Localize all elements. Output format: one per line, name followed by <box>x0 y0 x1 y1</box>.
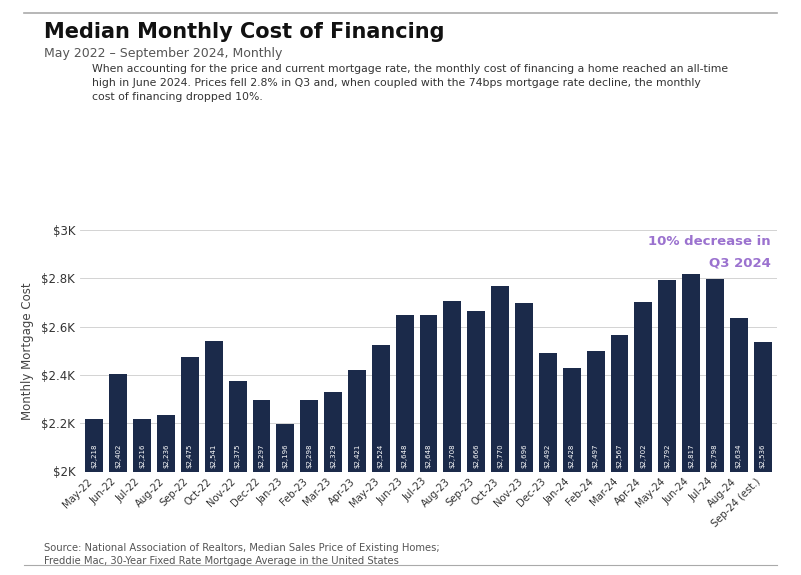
Bar <box>252 400 271 575</box>
Text: $2,817: $2,817 <box>688 443 694 468</box>
Text: 10% decrease in: 10% decrease in <box>648 235 771 248</box>
Bar <box>372 345 390 575</box>
Bar <box>730 319 748 575</box>
Bar <box>634 302 652 575</box>
Text: $2,329: $2,329 <box>330 443 336 468</box>
Bar <box>444 301 461 575</box>
Text: $2,236: $2,236 <box>163 443 169 468</box>
Bar <box>157 415 175 575</box>
Text: $2,375: $2,375 <box>235 443 240 468</box>
Text: $2,648: $2,648 <box>401 443 408 468</box>
Bar <box>205 341 223 575</box>
Bar <box>491 286 509 575</box>
Text: $2,770: $2,770 <box>497 443 503 468</box>
Text: $2,298: $2,298 <box>306 443 312 468</box>
Text: $2,297: $2,297 <box>259 443 264 468</box>
Bar <box>658 280 676 575</box>
Text: May 2022 – September 2024, Monthly: May 2022 – September 2024, Monthly <box>44 47 283 60</box>
Text: Source: National Association of Realtors, Median Sales Price of Existing Homes;: Source: National Association of Realtors… <box>44 543 440 553</box>
Text: $2,567: $2,567 <box>617 443 622 468</box>
Bar <box>539 352 557 575</box>
Text: $2,421: $2,421 <box>354 443 360 468</box>
Text: $2,708: $2,708 <box>449 443 456 468</box>
Bar <box>515 304 533 575</box>
Y-axis label: Monthly Mortgage Cost: Monthly Mortgage Cost <box>22 282 34 420</box>
Bar <box>467 310 485 575</box>
Text: $2,792: $2,792 <box>664 443 670 468</box>
Text: $2,497: $2,497 <box>593 443 598 468</box>
Text: $2,541: $2,541 <box>211 443 217 468</box>
Text: When accounting for the price and current mortgage rate, the monthly cost of fin: When accounting for the price and curren… <box>92 64 728 74</box>
Text: $2,196: $2,196 <box>282 443 288 468</box>
Text: Median Monthly Cost of Financing: Median Monthly Cost of Financing <box>44 22 445 42</box>
Bar <box>706 279 724 575</box>
Text: $2,492: $2,492 <box>545 443 551 468</box>
Text: $2,216: $2,216 <box>139 443 145 468</box>
Text: $2,648: $2,648 <box>425 443 432 468</box>
Bar <box>586 351 605 575</box>
Text: $2,696: $2,696 <box>521 443 527 468</box>
Bar <box>563 368 581 575</box>
Text: $2,634: $2,634 <box>736 443 742 468</box>
Text: $2,798: $2,798 <box>712 443 718 468</box>
Bar <box>348 370 366 575</box>
Text: high in June 2024. Prices fell 2.8% in Q3 and, when coupled with the 74bps mortg: high in June 2024. Prices fell 2.8% in Q… <box>92 78 701 88</box>
Bar <box>396 315 413 575</box>
Text: Q3 2024: Q3 2024 <box>709 256 771 270</box>
Text: $2,475: $2,475 <box>187 443 193 468</box>
Bar <box>181 356 199 575</box>
Text: $2,536: $2,536 <box>759 443 766 468</box>
Bar <box>420 315 437 575</box>
Text: $2,402: $2,402 <box>115 443 121 468</box>
Bar <box>300 400 318 575</box>
Bar <box>754 342 771 575</box>
Bar <box>109 374 127 575</box>
Text: Freddie Mac, 30-Year Fixed Rate Mortgage Average in the United States: Freddie Mac, 30-Year Fixed Rate Mortgage… <box>44 556 399 566</box>
Text: $2,524: $2,524 <box>378 444 384 468</box>
Bar <box>610 335 629 575</box>
Bar <box>682 274 700 575</box>
Bar <box>86 419 103 575</box>
Bar <box>228 381 247 575</box>
Text: $2,218: $2,218 <box>91 443 98 468</box>
Bar <box>324 392 342 575</box>
Bar <box>133 419 151 575</box>
Text: $2,702: $2,702 <box>640 443 646 468</box>
Text: cost of financing dropped 10%.: cost of financing dropped 10%. <box>92 92 263 102</box>
Text: $2,666: $2,666 <box>473 443 479 468</box>
Text: $2,428: $2,428 <box>569 443 575 468</box>
Bar <box>276 424 294 575</box>
